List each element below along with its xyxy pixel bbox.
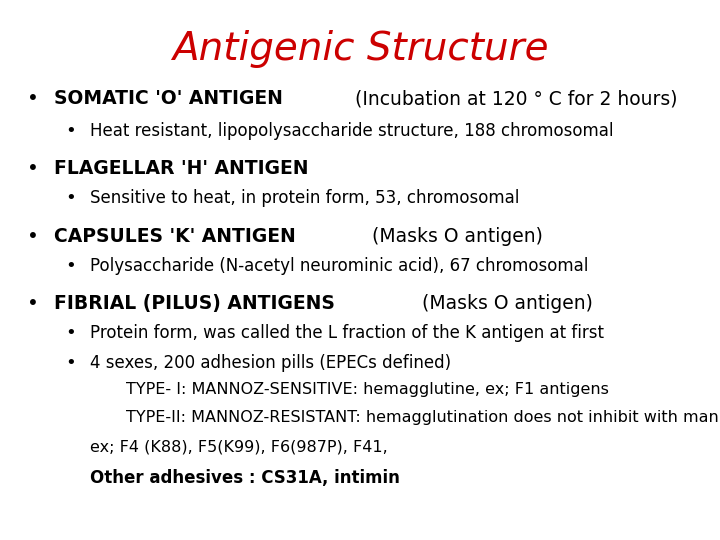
- Text: (Incubation at 120 ° C for 2 hours): (Incubation at 120 ° C for 2 hours): [349, 89, 678, 108]
- Text: •: •: [27, 227, 39, 246]
- Text: Antigenic Structure: Antigenic Structure: [172, 30, 548, 68]
- Text: Other adhesives : CS31A, intimin: Other adhesives : CS31A, intimin: [90, 469, 400, 487]
- Text: ex; F4 (K88), F5(K99), F6(987P), F41,: ex; F4 (K88), F5(K99), F6(987P), F41,: [90, 440, 388, 455]
- Text: •: •: [65, 324, 76, 342]
- Text: •: •: [27, 159, 39, 178]
- Text: •: •: [27, 294, 39, 313]
- Text: •: •: [65, 354, 76, 372]
- Text: TYPE- I: MANNOZ-SENSITIVE: hemagglutine, ex; F1 antigens: TYPE- I: MANNOZ-SENSITIVE: hemagglutine,…: [126, 382, 609, 397]
- Text: 4 sexes, 200 adhesion pills (EPECs defined): 4 sexes, 200 adhesion pills (EPECs defin…: [90, 354, 451, 372]
- Text: Heat resistant, lipopolysaccharide structure, 188 chromosomal: Heat resistant, lipopolysaccharide struc…: [90, 122, 613, 139]
- Text: TYPE-II: MANNOZ-RESISTANT: hemagglutination does not inhibit with mannose,: TYPE-II: MANNOZ-RESISTANT: hemagglutinat…: [126, 410, 720, 425]
- Text: •: •: [27, 89, 39, 108]
- Text: Protein form, was called the L fraction of the K antigen at first: Protein form, was called the L fraction …: [90, 324, 604, 342]
- Text: •: •: [65, 256, 76, 274]
- Text: •: •: [65, 189, 76, 207]
- Text: (Masks O antigen): (Masks O antigen): [366, 227, 543, 246]
- Text: •: •: [65, 122, 76, 139]
- Text: FLAGELLAR 'H' ANTIGEN: FLAGELLAR 'H' ANTIGEN: [54, 159, 308, 178]
- Text: Sensitive to heat, in protein form, 53, chromosomal: Sensitive to heat, in protein form, 53, …: [90, 189, 519, 207]
- Text: Polysaccharide (N-acetyl neurominic acid), 67 chromosomal: Polysaccharide (N-acetyl neurominic acid…: [90, 256, 588, 274]
- Text: CAPSULES 'K' ANTIGEN: CAPSULES 'K' ANTIGEN: [54, 227, 296, 246]
- Text: SOMATIC 'O' ANTIGEN: SOMATIC 'O' ANTIGEN: [54, 89, 283, 108]
- Text: (Masks O antigen): (Masks O antigen): [416, 294, 593, 313]
- Text: FIBRIAL (PILUS) ANTIGENS: FIBRIAL (PILUS) ANTIGENS: [54, 294, 335, 313]
